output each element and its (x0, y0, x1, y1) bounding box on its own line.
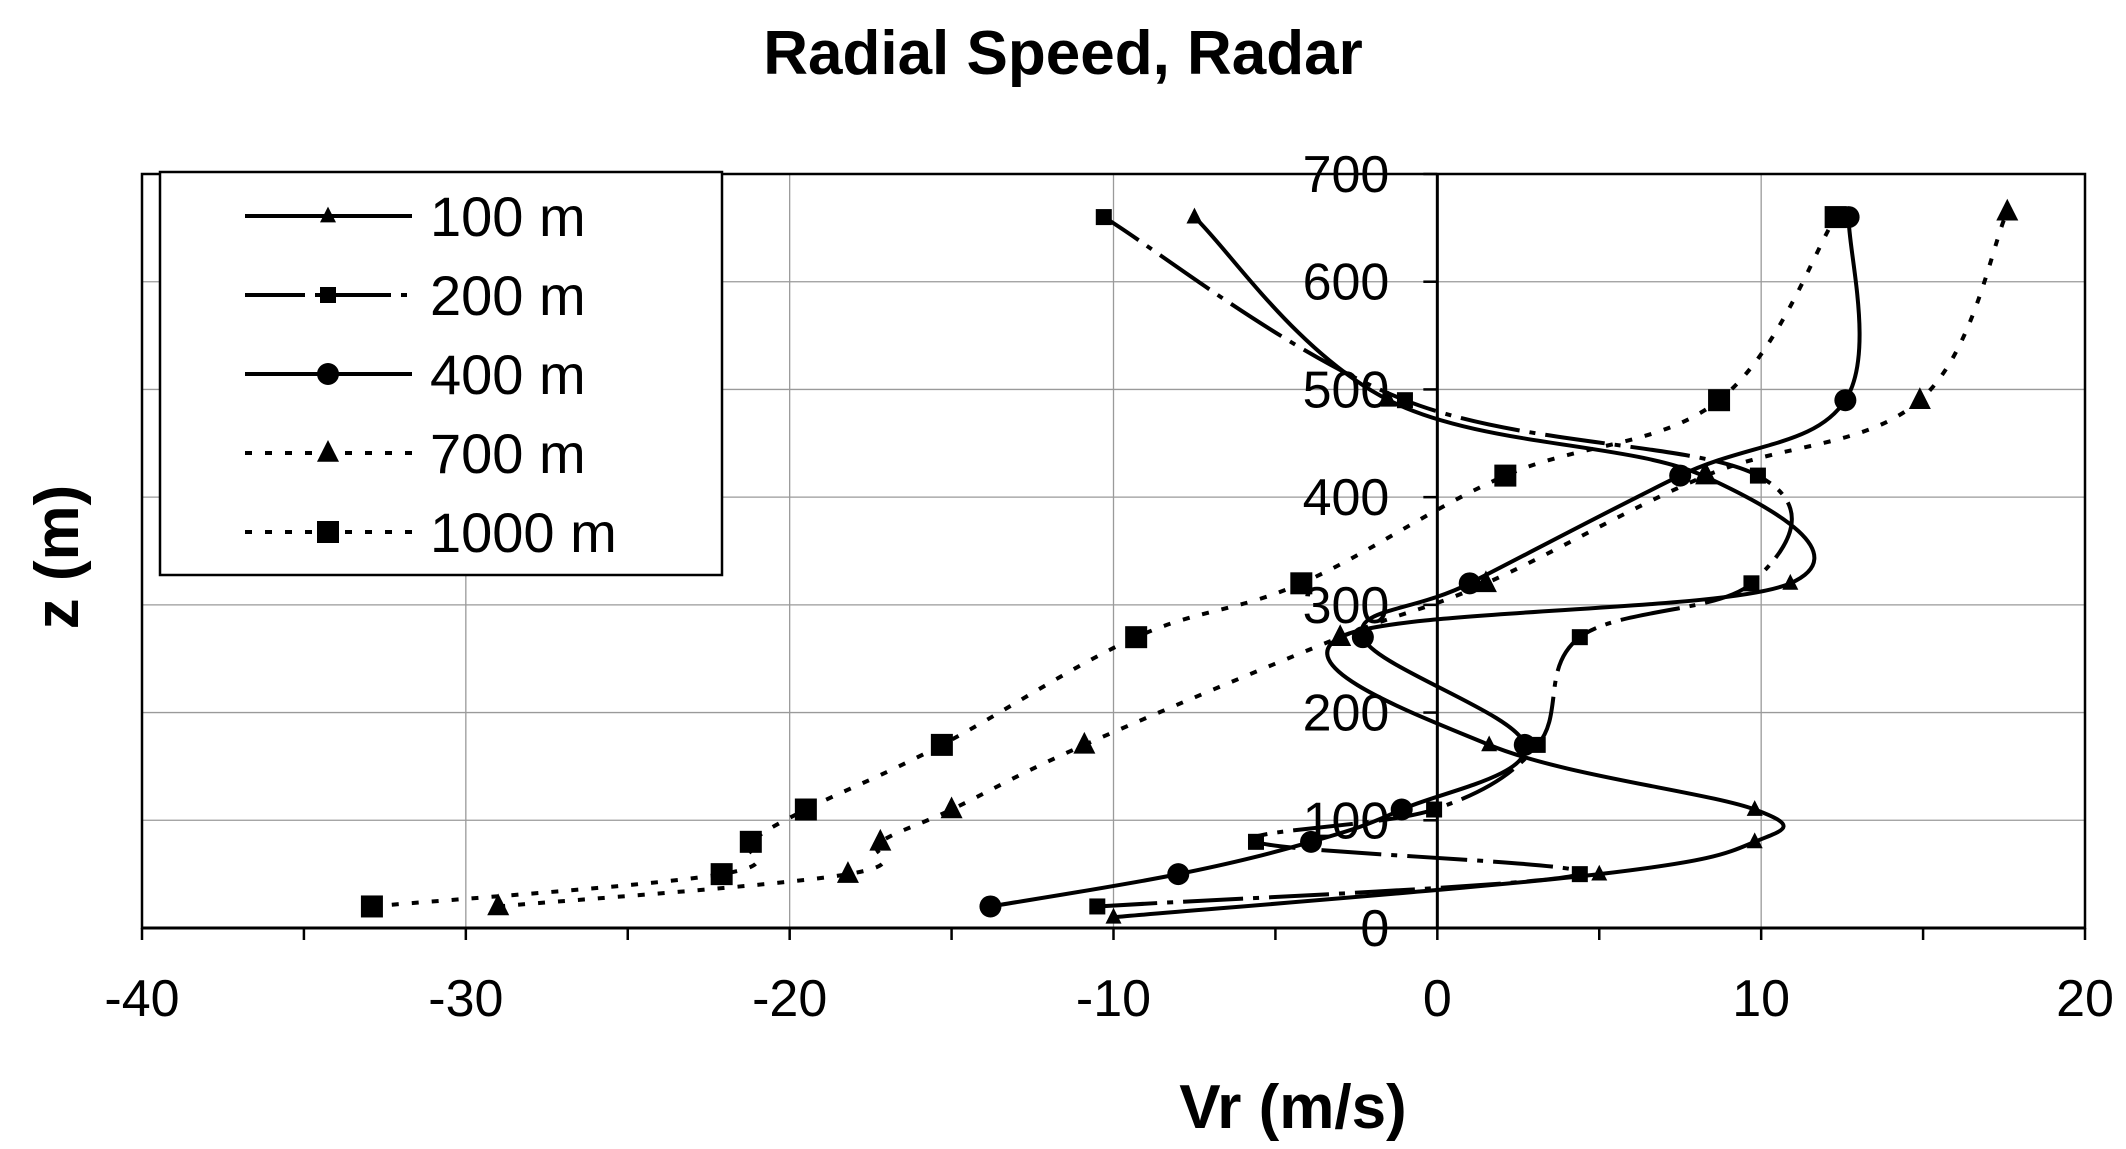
data-point (1996, 198, 2019, 221)
x-tick-label: 0 (1423, 970, 1452, 1028)
legend-marker (317, 521, 339, 543)
legend: 100 m 200 m 400 m 700 m 1000 m (158, 170, 724, 577)
y-tick-label: 300 (1303, 577, 1390, 635)
data-point (1125, 626, 1148, 649)
x-tick-label: 10 (1732, 970, 1790, 1028)
data-point (1513, 733, 1536, 756)
data-point (1186, 207, 1203, 224)
data-point (1089, 898, 1106, 915)
legend-marker (317, 363, 339, 385)
legend-marker (320, 206, 336, 223)
y-tick-label: 200 (1303, 685, 1390, 743)
series-line (371, 216, 1838, 909)
data-point (1105, 907, 1122, 924)
data-point (710, 863, 733, 886)
data-point (1571, 866, 1588, 883)
data-point (1380, 390, 1397, 407)
data-point (1746, 800, 1763, 816)
data-point (1708, 389, 1731, 412)
series-group (360, 198, 2019, 924)
data-point (1290, 572, 1313, 595)
series-line (990, 217, 1862, 909)
y-tick-label: 500 (1303, 361, 1390, 419)
x-tick-label: 20 (2056, 970, 2114, 1028)
data-point (1167, 863, 1190, 886)
data-point (836, 861, 859, 883)
data-point (1695, 462, 1718, 485)
legend-marker (320, 287, 336, 303)
data-point (1300, 830, 1323, 853)
series-line (1113, 215, 1817, 920)
series-700-m (487, 198, 2019, 916)
data-point (1396, 392, 1413, 409)
legend-label: 1000 m (430, 501, 617, 564)
series-line (1097, 215, 1794, 909)
data-point (1834, 389, 1857, 412)
legend-label: 100 m (430, 185, 586, 248)
data-point (1669, 464, 1692, 487)
data-point (940, 796, 963, 819)
data-point (979, 895, 1002, 918)
data-point (1474, 570, 1497, 593)
data-point (930, 733, 953, 756)
x-tick-label: -10 (1076, 970, 1151, 1028)
data-point (869, 828, 892, 851)
data-point (1095, 209, 1112, 226)
data-point (487, 893, 510, 916)
data-point (1571, 629, 1588, 646)
data-point (1591, 864, 1608, 881)
legend-label: 700 m (430, 422, 586, 485)
data-point (1390, 798, 1413, 821)
x-tick-label: -20 (752, 970, 827, 1028)
series-400-m (979, 206, 1862, 918)
y-tick-label: 0 (1360, 900, 1389, 958)
data-point (1329, 624, 1352, 646)
y-tick-label: 400 (1303, 469, 1390, 527)
chart-title: Radial Speed, Radar (763, 19, 1363, 88)
data-point (1073, 731, 1096, 754)
data-point (1749, 467, 1766, 484)
x-axis-title: Vr (m/s) (1179, 1073, 1406, 1142)
x-tick-label: -40 (104, 970, 179, 1028)
legend-label: 200 m (430, 264, 586, 327)
data-point (794, 798, 817, 821)
y-tick-label: 700 (1303, 146, 1390, 204)
series-line (498, 210, 2010, 909)
series-1000-m (360, 206, 1847, 918)
series-200-m (1089, 209, 1794, 915)
data-point (1746, 832, 1763, 849)
legend-label: 400 m (430, 343, 586, 406)
data-point (1351, 626, 1374, 649)
data-point (739, 830, 762, 853)
data-point (1247, 833, 1264, 850)
data-point (360, 895, 383, 918)
data-point (1908, 387, 1931, 409)
data-point (1824, 206, 1847, 229)
y-axis-title: z (m) (23, 485, 92, 630)
data-point (1743, 575, 1760, 592)
legend-marker (317, 440, 339, 462)
y-tick-label: 600 (1303, 254, 1390, 312)
data-point (1481, 735, 1498, 752)
data-point (1426, 801, 1443, 818)
data-point (1494, 464, 1517, 487)
data-point (1782, 573, 1799, 590)
x-tick-label: -30 (428, 970, 503, 1028)
